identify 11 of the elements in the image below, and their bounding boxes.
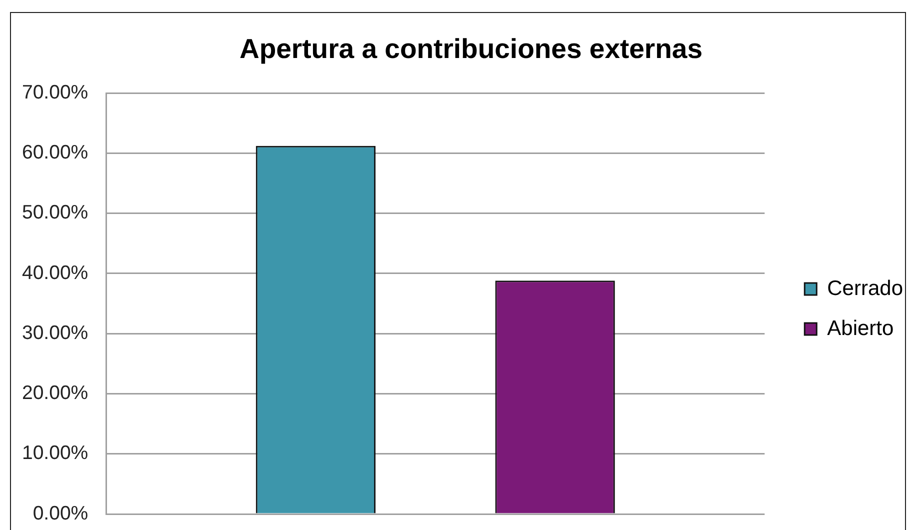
- y-tick-label: 40.00%: [22, 262, 88, 284]
- legend-label: Cerrado: [827, 276, 904, 300]
- y-tick-label: 60.00%: [22, 142, 88, 164]
- y-tick-label: 50.00%: [22, 202, 88, 224]
- y-tick-label: 30.00%: [22, 322, 88, 344]
- chart-title: Apertura a contribuciones externas: [239, 33, 703, 64]
- y-tick-label: 70.00%: [22, 81, 88, 104]
- y-tick-label: 10.00%: [22, 442, 88, 464]
- y-tick-label: 20.00%: [22, 382, 88, 404]
- legend-label: Abierto: [827, 316, 894, 340]
- y-tick-label: 0.00%: [32, 502, 88, 524]
